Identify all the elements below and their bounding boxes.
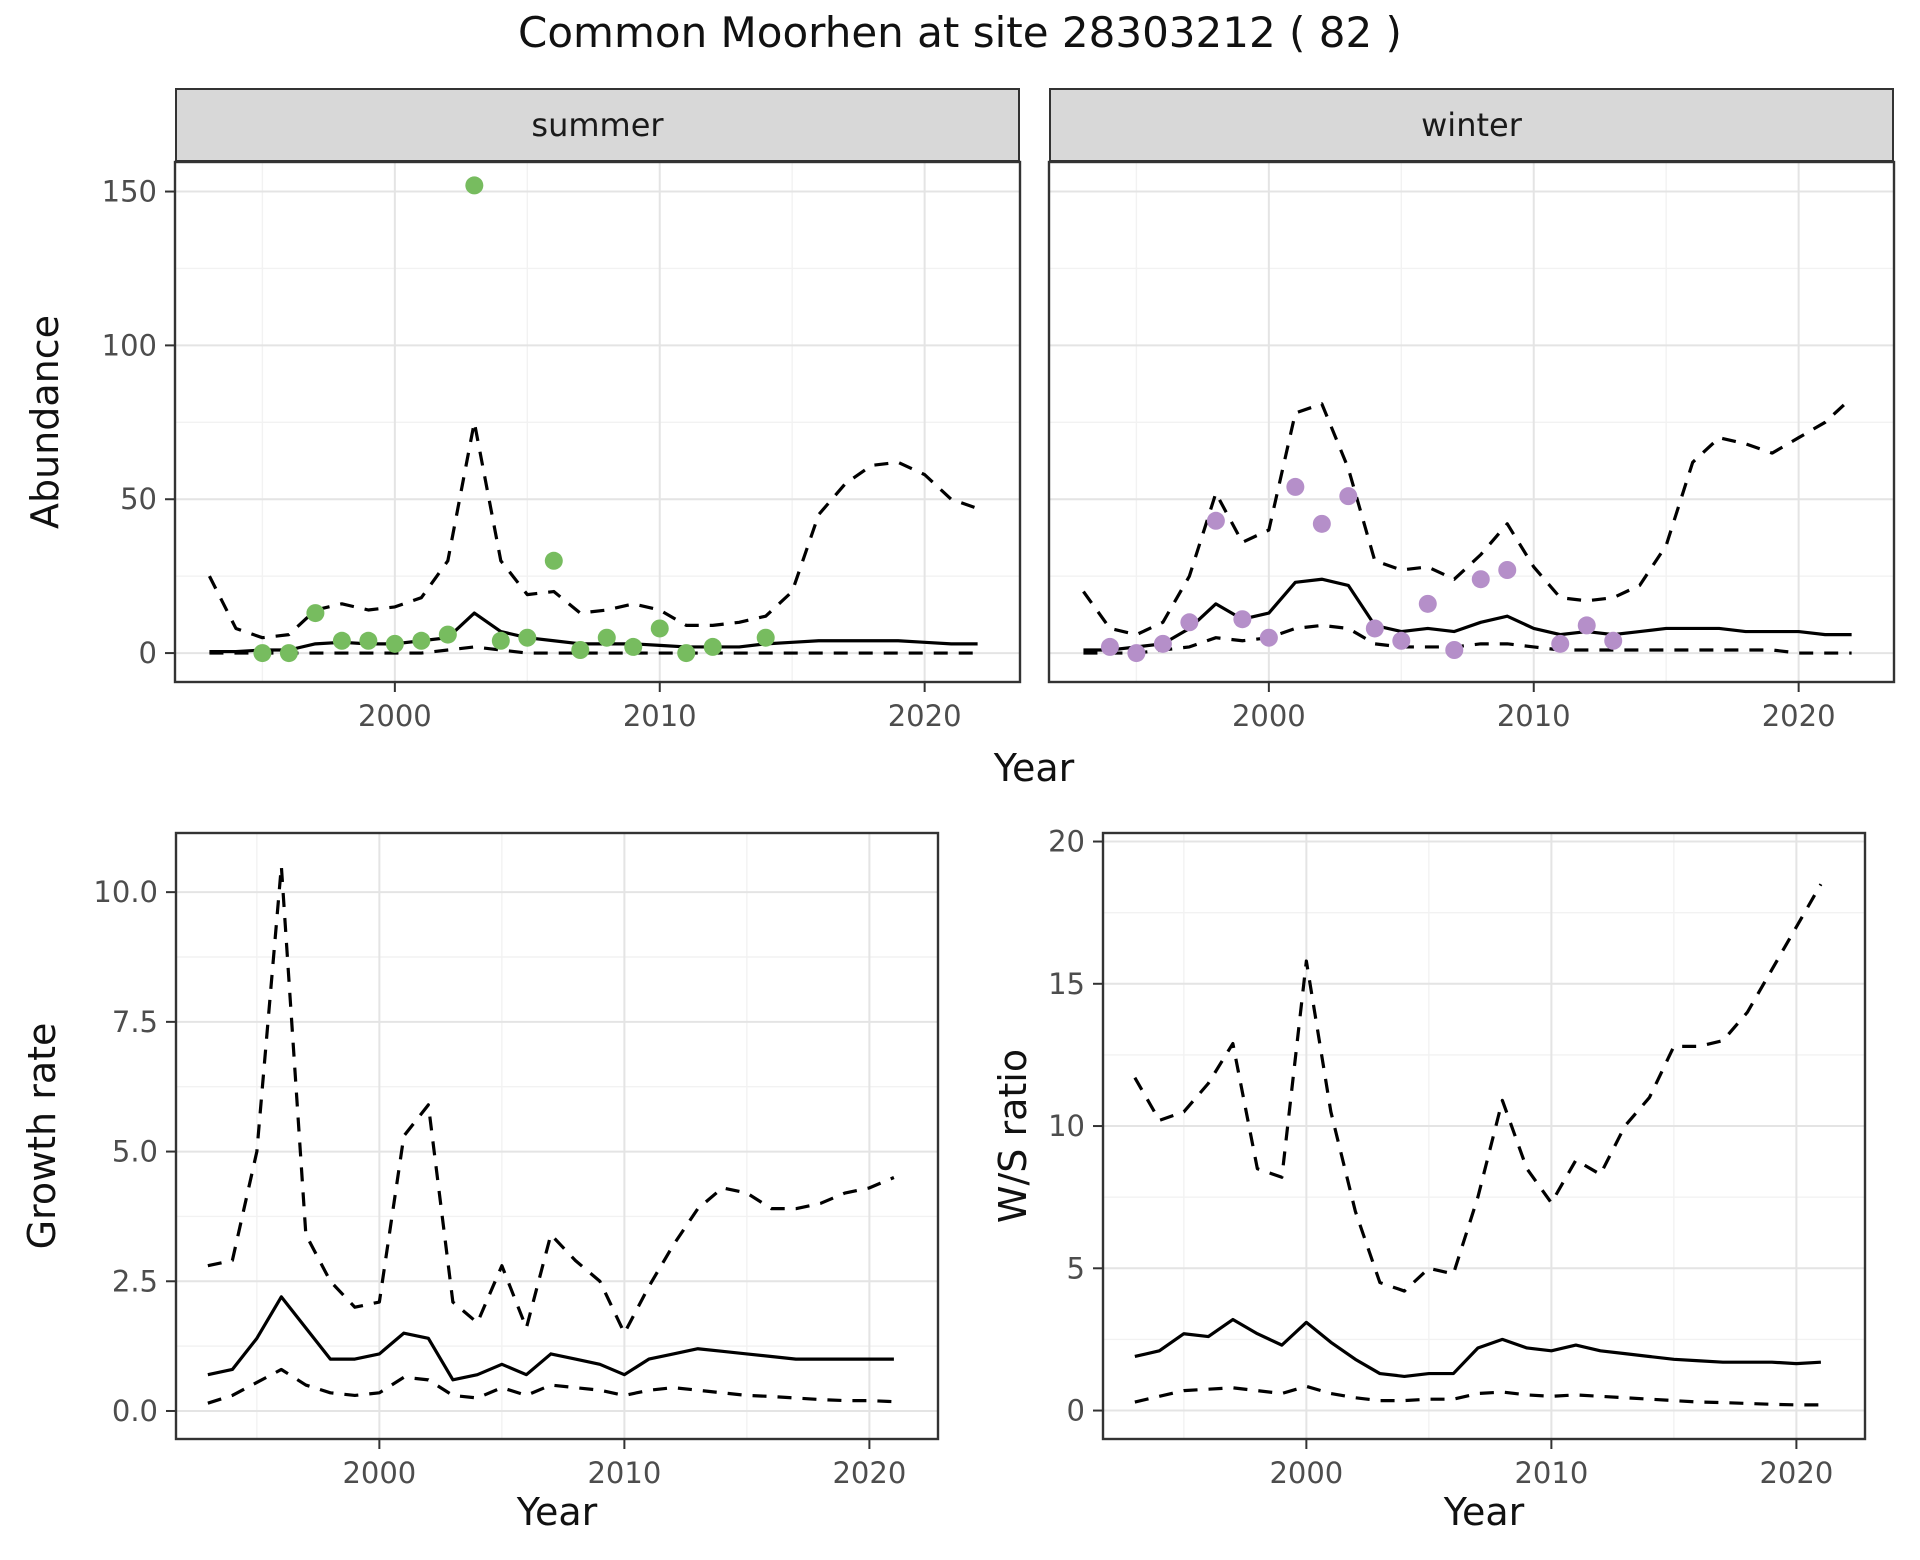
observed-point xyxy=(518,628,537,647)
observed-point xyxy=(1551,634,1570,653)
x-tick-label: 2020 xyxy=(1759,1456,1833,1490)
y-axis-label-abundance: Abundance xyxy=(23,314,67,530)
observed-point xyxy=(544,551,563,570)
panel-border xyxy=(1101,831,1867,1441)
y-tick-label: 20 xyxy=(1048,825,1085,859)
observed-point xyxy=(677,644,696,663)
chart-title: Common Moorhen at site 28303212 ( 82 ) xyxy=(518,8,1402,57)
panel-growth-rate: 2000 2010 2020 0.0 2.5 5.0 7.5 10.0 xyxy=(93,831,940,1490)
y-tick-label: 0.0 xyxy=(112,1394,158,1428)
observed-point xyxy=(703,637,722,656)
observed-point xyxy=(1180,613,1199,632)
x-tick-label: 2010 xyxy=(587,1456,661,1490)
observed-point xyxy=(1392,631,1411,650)
observed-point xyxy=(1127,644,1146,663)
x-tick-label: 2020 xyxy=(888,699,962,733)
observed-point xyxy=(1259,628,1278,647)
observed-point xyxy=(1233,610,1252,629)
observed-point xyxy=(1206,511,1225,530)
observed-point xyxy=(1498,561,1517,579)
observed-point xyxy=(756,628,775,647)
observed-point xyxy=(1153,634,1172,653)
observed-point xyxy=(491,631,510,650)
x-tick-label: 2010 xyxy=(623,699,697,733)
panel-border xyxy=(1047,160,1896,684)
lower_95ci-line xyxy=(1134,1384,1821,1407)
observed-point xyxy=(253,644,272,663)
facet-strip-summer: summer xyxy=(175,88,1020,162)
observed-point xyxy=(1286,477,1305,496)
observed-point xyxy=(465,176,484,195)
y-axis-label-growth-rate: Growth rate xyxy=(20,1022,64,1250)
observed-point xyxy=(306,604,325,623)
y-tick-label: 100 xyxy=(102,328,157,362)
y-tick-label: 10 xyxy=(1048,1109,1085,1143)
lower_95ci-line xyxy=(209,645,978,655)
median-line xyxy=(1134,1317,1821,1379)
x-tick-label: 2000 xyxy=(1269,1456,1343,1490)
y-tick-label: 7.5 xyxy=(112,1005,158,1039)
upper_95ci-line xyxy=(1133,883,1823,1293)
median-line xyxy=(207,1295,894,1382)
x-tick-label: 2010 xyxy=(1514,1456,1588,1490)
y-tick-label: 15 xyxy=(1048,967,1085,1001)
panel-background xyxy=(1103,833,1865,1439)
observed-point xyxy=(1577,616,1596,635)
observed-point xyxy=(1339,487,1358,506)
x-tick-label: 2010 xyxy=(1497,699,1571,733)
y-tick-label: 5.0 xyxy=(112,1135,158,1169)
y-tick-label: 5 xyxy=(1067,1251,1085,1285)
observed-point xyxy=(279,644,298,663)
x-axis-label-year-growth: Year xyxy=(516,1490,598,1534)
x-tick-label: 2000 xyxy=(342,1456,416,1490)
observed-point xyxy=(1365,619,1384,638)
observed-point xyxy=(438,625,457,644)
y-tick-label: 2.5 xyxy=(112,1264,158,1298)
panel-abundance-winter: 2000 2010 2020 xyxy=(1047,160,1896,733)
x-tick-label: 2000 xyxy=(1232,699,1306,733)
upper_95ci-line xyxy=(207,864,895,1335)
upper_95ci-line xyxy=(208,420,979,640)
x-axis-label-year-top: Year xyxy=(993,746,1075,790)
observed-point xyxy=(359,631,378,650)
lower_95ci-line xyxy=(207,1367,894,1405)
panel-border xyxy=(173,160,1022,684)
x-tick-label: 2000 xyxy=(358,699,432,733)
y-tick-label: 150 xyxy=(102,175,157,209)
observed-point xyxy=(1100,637,1119,656)
median-line xyxy=(1083,577,1852,652)
observed-point xyxy=(1445,641,1464,659)
x-axis-label-year-ws: Year xyxy=(1443,1490,1525,1534)
y-axis-label-ws-ratio: W/S ratio xyxy=(991,1048,1035,1224)
upper_95ci-line xyxy=(1082,396,1853,637)
observed-point xyxy=(597,628,616,647)
y-tick-label: 0 xyxy=(139,636,157,670)
observed-point xyxy=(385,634,404,653)
panel-abundance-summer: 2000 2010 2020 0 50 100 150 xyxy=(102,160,1022,733)
x-tick-label: 2020 xyxy=(1762,699,1836,733)
observed-point xyxy=(332,631,351,650)
x-tick-label: 2020 xyxy=(832,1456,906,1490)
facet-strip-winter: winter xyxy=(1049,88,1894,162)
observed-point xyxy=(412,631,431,650)
observed-point xyxy=(1312,514,1331,533)
y-tick-label: 10.0 xyxy=(93,875,158,909)
observed-point xyxy=(571,641,590,659)
observed-point xyxy=(1418,594,1437,613)
observed-point xyxy=(650,619,669,638)
observed-point xyxy=(624,637,643,656)
y-tick-label: 0 xyxy=(1067,1394,1085,1428)
panel-border xyxy=(174,831,940,1441)
observed-point xyxy=(1604,631,1623,650)
y-tick-label: 50 xyxy=(120,482,157,516)
panel-background xyxy=(176,833,938,1439)
panel-ws-ratio: 2000 2010 2020 0 5 10 15 20 xyxy=(1048,825,1867,1490)
lower_95ci-line xyxy=(1083,623,1852,655)
observed-point xyxy=(1471,570,1490,589)
